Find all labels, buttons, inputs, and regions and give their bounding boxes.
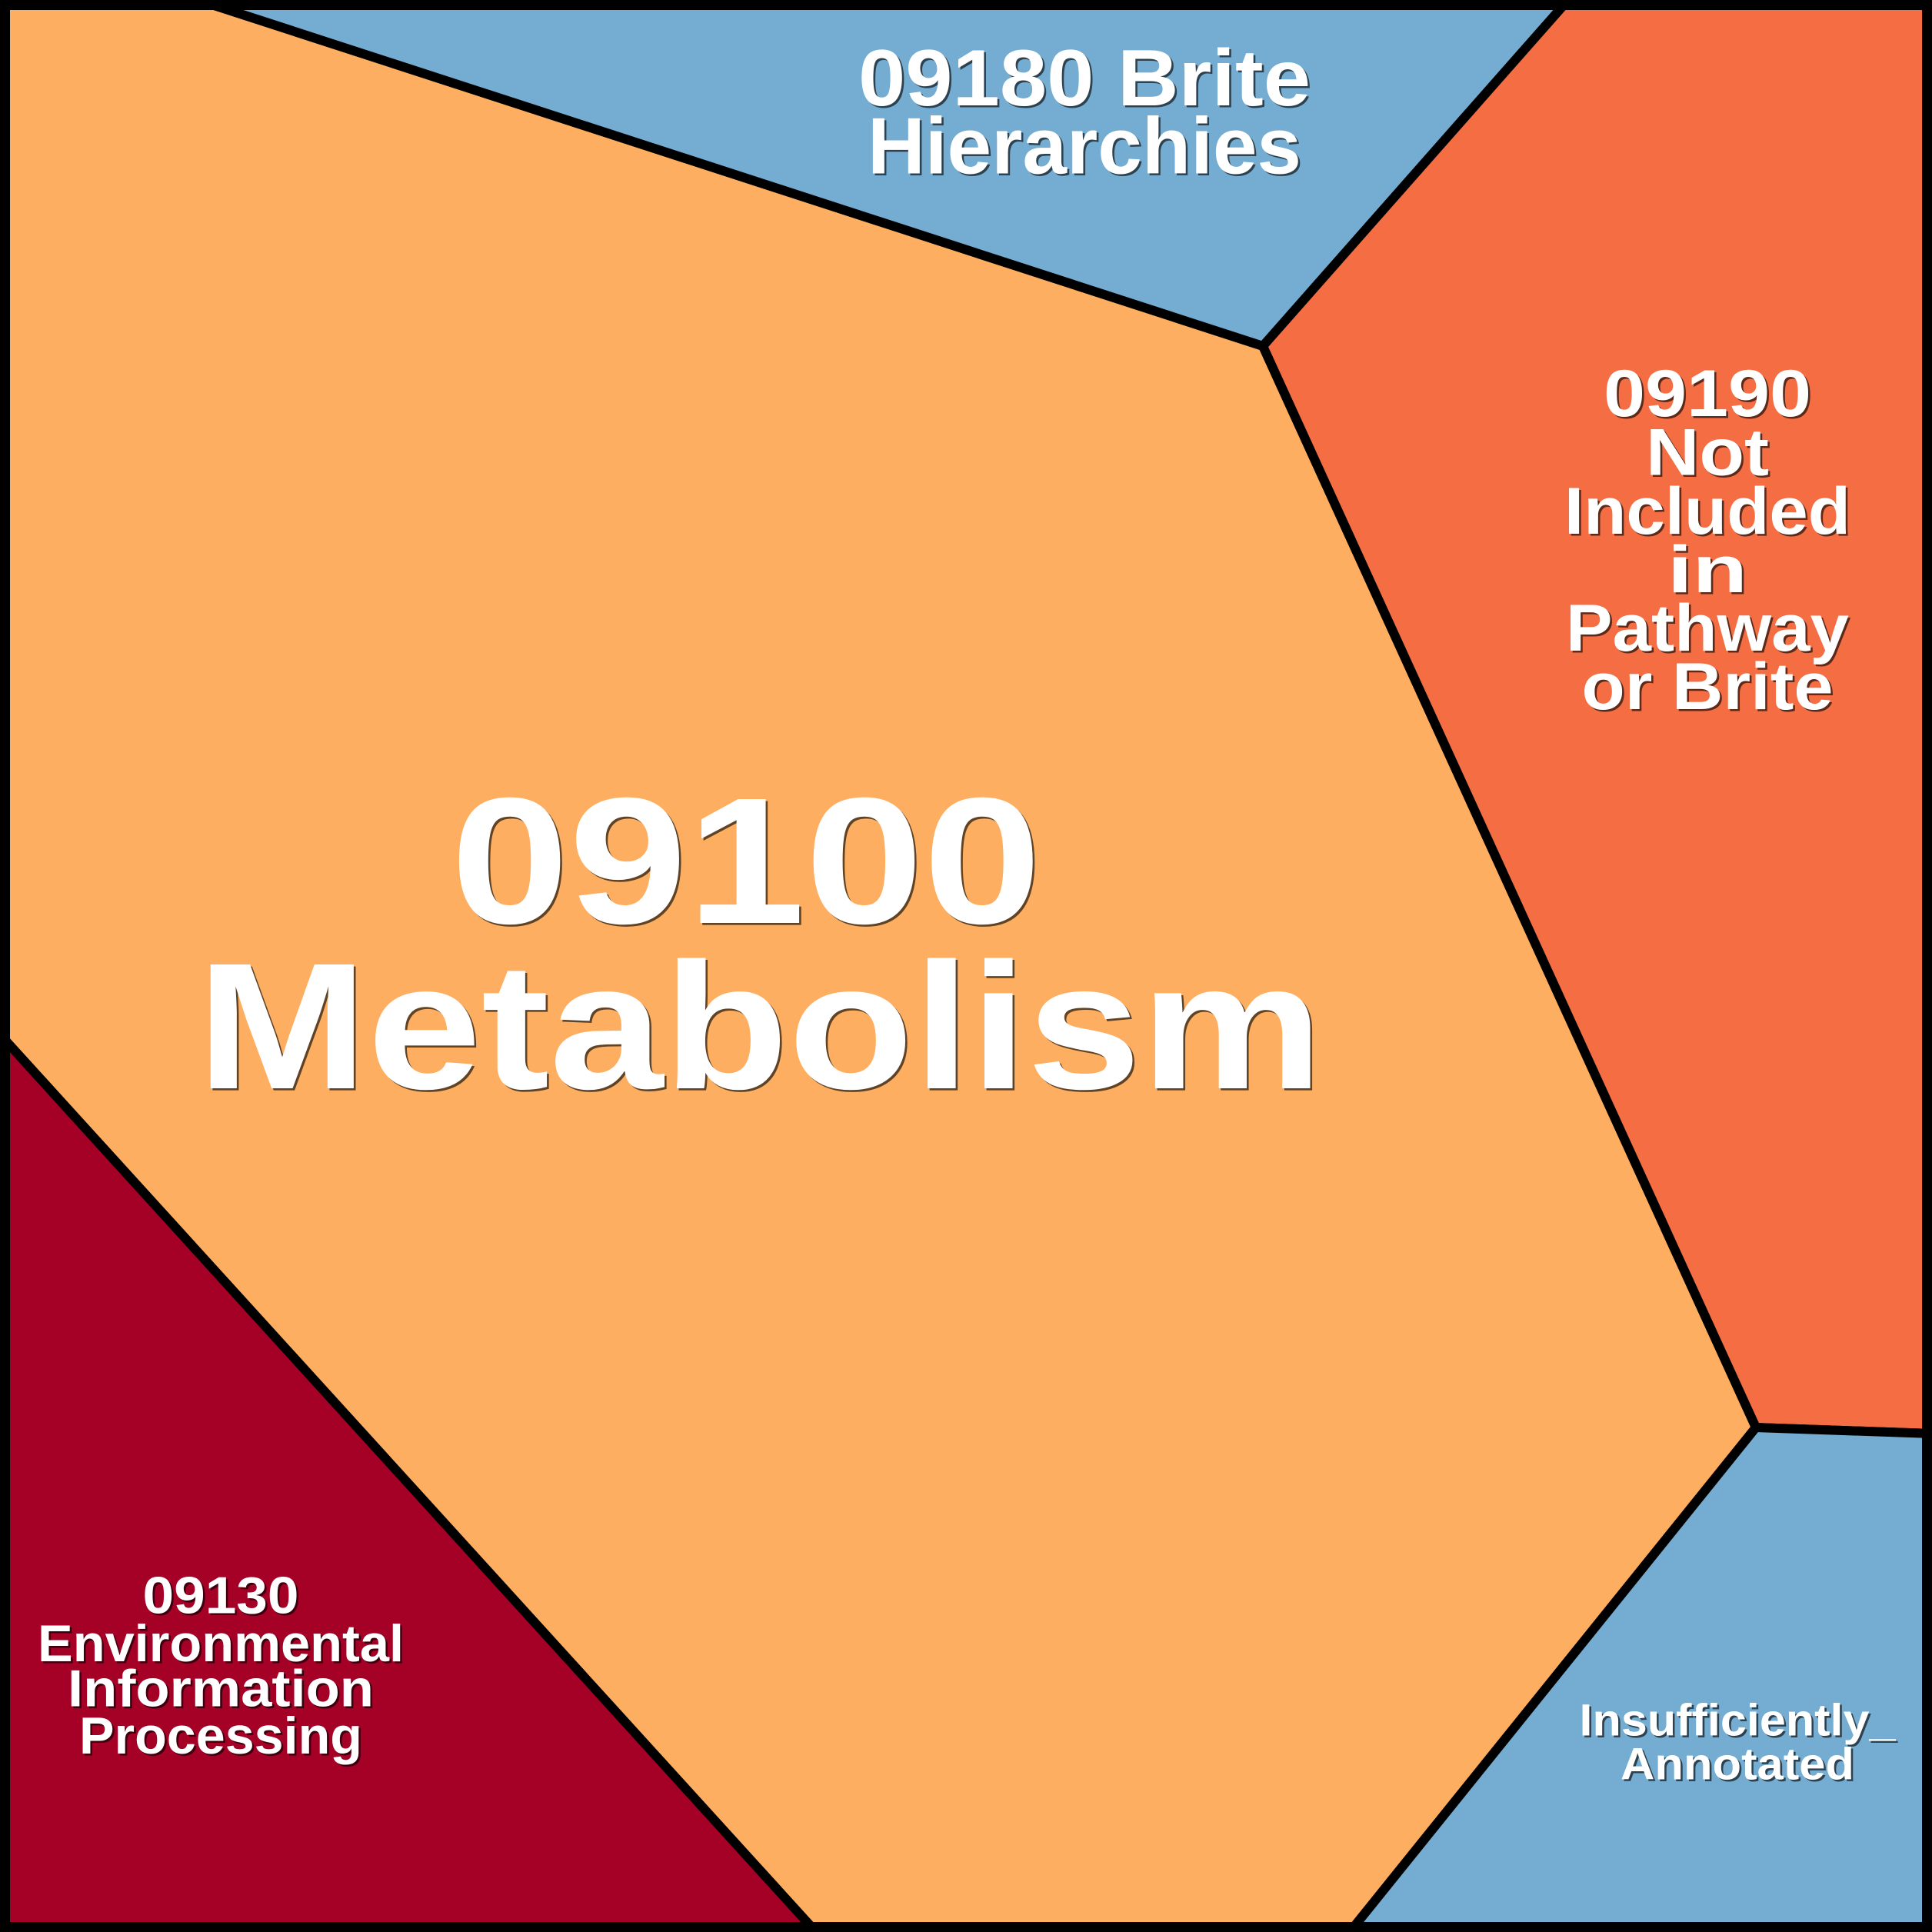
- svg-text:Hierarchies: Hierarchies: [868, 102, 1301, 192]
- svg-text:09130: 09130: [145, 1568, 301, 1627]
- svg-text:09180 Brite: 09180 Brite: [861, 36, 1313, 125]
- svg-text:Pathway: Pathway: [1568, 594, 1851, 668]
- svg-text:Insufficiently_: Insufficiently_: [1581, 1697, 1898, 1747]
- svg-text:Annotated: Annotated: [1623, 1741, 1857, 1791]
- svg-text:Information: Information: [70, 1661, 376, 1720]
- svg-text:09100: 09100: [451, 760, 1041, 961]
- svg-text:09190: 09190: [1606, 359, 1814, 433]
- svg-text:Included: Included: [1567, 477, 1853, 551]
- svg-text:or Brite: or Brite: [1582, 650, 1834, 724]
- svg-text:Environmental: Environmental: [40, 1617, 406, 1675]
- svg-text:in: in: [1670, 535, 1750, 609]
- svg-text:Metabolism: Metabolism: [199, 928, 1325, 1129]
- svg-text:Hierarchies: Hierarchies: [870, 104, 1304, 193]
- svg-text:Environmental: Environmental: [38, 1614, 404, 1673]
- svg-text:09100: 09100: [453, 762, 1044, 964]
- svg-text:in: in: [1667, 533, 1747, 607]
- svg-text:Included: Included: [1564, 475, 1850, 548]
- svg-text:Not: Not: [1648, 418, 1771, 491]
- svg-text:Processing: Processing: [82, 1709, 365, 1767]
- svg-text:09130: 09130: [143, 1567, 299, 1625]
- svg-text:Insufficiently_: Insufficiently_: [1580, 1696, 1897, 1746]
- svg-text:09180 Brite: 09180 Brite: [858, 34, 1311, 123]
- svg-text:Processing: Processing: [79, 1707, 362, 1765]
- svg-text:or Brite: or Brite: [1584, 652, 1835, 726]
- svg-text:Pathway: Pathway: [1566, 591, 1849, 665]
- svg-text:Annotated: Annotated: [1621, 1740, 1854, 1790]
- svg-text:Metabolism: Metabolism: [197, 925, 1323, 1127]
- svg-text:09190: 09190: [1604, 357, 1811, 431]
- svg-text:Not: Not: [1646, 416, 1769, 490]
- svg-text:Information: Information: [68, 1660, 374, 1718]
